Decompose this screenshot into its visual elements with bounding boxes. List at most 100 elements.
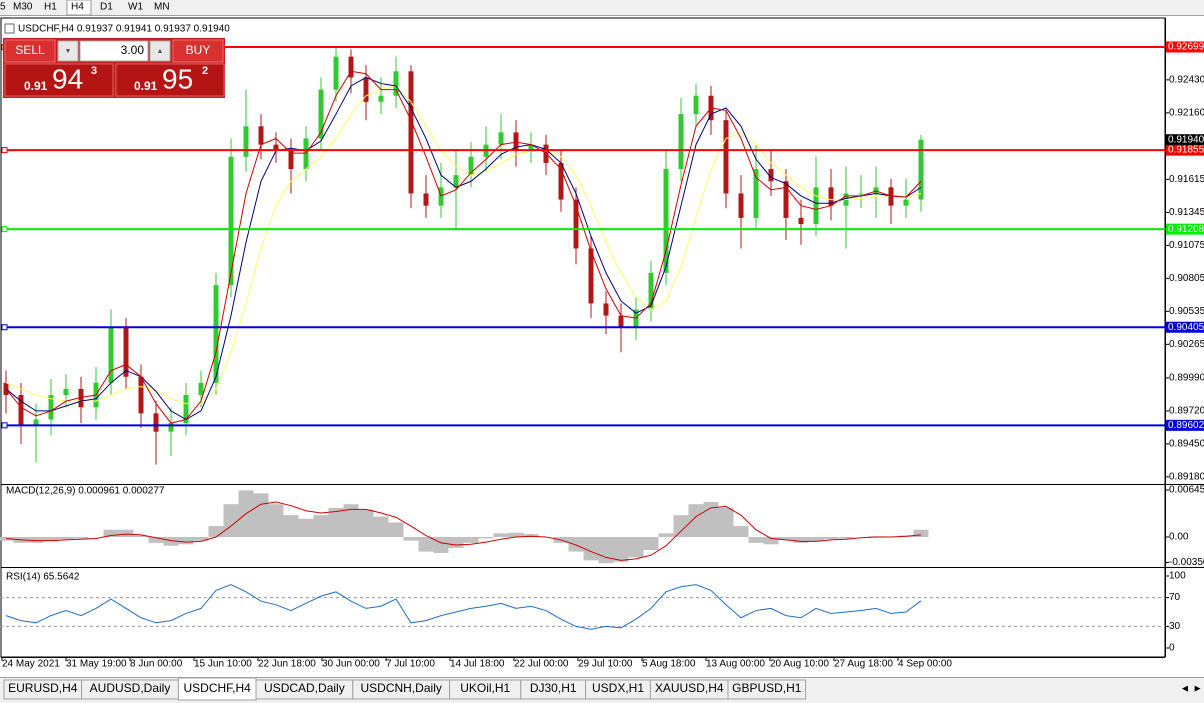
timeframe-button[interactable]: 5 — [0, 2, 6, 13]
buy-price-sup: 2 — [202, 65, 208, 77]
macd-bar — [208, 526, 224, 538]
macd-bar — [673, 515, 689, 538]
candle-body — [603, 303, 609, 316]
volume-input[interactable] — [79, 40, 149, 62]
x-tick-label: 20 Aug 10:00 — [770, 659, 829, 670]
moving-average — [5, 76, 922, 421]
macd-bar — [628, 537, 644, 558]
level-handle[interactable] — [1, 422, 8, 429]
candle-body — [213, 285, 219, 383]
timeframe-button[interactable]: MN — [154, 2, 170, 13]
level-label: 0.90405 — [1168, 322, 1204, 333]
level-handle[interactable] — [1, 147, 8, 154]
candle-body — [168, 423, 174, 432]
y-tick-label: -0.00350 — [1169, 557, 1204, 568]
volume-up[interactable] — [149, 40, 171, 62]
y-tick-label: 0.90805 — [1169, 273, 1204, 284]
candle-body — [108, 327, 114, 383]
candle-body — [558, 162, 564, 200]
sell-price-sup: 3 — [91, 65, 97, 77]
volume-down[interactable] — [57, 40, 79, 62]
timeframe-button[interactable]: H1 — [44, 2, 57, 13]
tab-label: EURUSD,H4 — [8, 681, 78, 695]
candle-body — [588, 248, 594, 304]
macd-bar — [508, 532, 524, 538]
rsi-line — [5, 584, 922, 630]
sell-button[interactable] — [4, 39, 56, 63]
y-tick-label: 0.89990 — [1169, 373, 1204, 384]
macd-bar — [463, 537, 479, 543]
candle-body — [828, 187, 834, 206]
x-tick-label: 14 Jul 18:00 — [450, 659, 505, 670]
macd-bar — [718, 507, 734, 538]
level-label-bg — [1166, 321, 1204, 333]
x-tick-label: 8 Jun 00:00 — [130, 659, 183, 670]
candle-body — [663, 169, 669, 273]
timeframe-active — [66, 0, 92, 16]
candle-body — [753, 169, 759, 218]
y-tick-label: 0.91075 — [1169, 240, 1204, 251]
candle-body — [123, 327, 129, 377]
level-handle[interactable] — [1, 226, 8, 233]
toolbar — [0, 0, 1204, 15]
y-tick-label: 0.89180 — [1169, 472, 1204, 483]
x-tick-label: 4 Sep 00:00 — [898, 659, 952, 670]
candle-body — [633, 309, 639, 328]
x-tick-label: 5 Aug 18:00 — [642, 659, 696, 670]
tab-label: UKOil,H1 — [460, 681, 510, 695]
macd-bar — [133, 535, 149, 538]
y-tick-label: 0.92160 — [1169, 107, 1204, 118]
timeframe-button[interactable]: W1 — [128, 2, 143, 13]
candle-body — [228, 156, 234, 286]
candle-body — [888, 187, 894, 206]
tab-scroll[interactable]: ◄ ► — [1180, 684, 1203, 695]
buy-button[interactable] — [172, 39, 224, 63]
candle-body — [738, 193, 744, 218]
macd-bar — [43, 537, 59, 542]
tab-label: GBPUSD,H1 — [732, 681, 802, 695]
level-label: 0.91208 — [1168, 224, 1204, 235]
candle-body — [618, 315, 624, 328]
macd-bar — [568, 537, 584, 552]
buy-price-prefix: 0.91 — [134, 79, 158, 93]
sell-price-big: 94 — [52, 63, 83, 94]
timeframe-button[interactable]: H4 — [71, 2, 84, 13]
tab-label: XAUUSD,H4 — [655, 681, 724, 695]
candle-body — [153, 413, 159, 432]
macd-bar — [223, 504, 239, 538]
current-price-bg — [1166, 134, 1204, 146]
chart-header: USDCHF,H4 0.91937 0.91941 0.91937 0.9194… — [18, 24, 230, 35]
y-tick-label: 0.91615 — [1169, 174, 1204, 185]
candle-body — [18, 395, 24, 426]
buy-price-big: 95 — [162, 63, 193, 94]
macd-bar — [388, 522, 404, 538]
timeframe-button[interactable]: M30 — [13, 2, 33, 13]
timeframe-button[interactable]: D1 — [100, 2, 113, 13]
x-tick-label: 22 Jun 18:00 — [258, 659, 316, 670]
macd-bar — [913, 529, 929, 538]
macd-bar — [163, 537, 179, 546]
macd-bar — [373, 516, 389, 538]
level-label-bg — [1166, 419, 1204, 431]
level-label-bg — [1166, 41, 1204, 53]
macd-bar — [598, 537, 614, 564]
candle-body — [423, 193, 429, 206]
sell-price-box[interactable] — [4, 63, 114, 97]
y-tick-label: 70 — [1169, 592, 1181, 603]
level-label-bg — [1166, 144, 1204, 156]
sell-price-prefix: 0.91 — [24, 79, 48, 93]
candle-body — [48, 395, 54, 420]
candle-body — [333, 56, 339, 90]
up-arrow: ▲ — [157, 48, 164, 55]
buy-price-box[interactable] — [115, 63, 225, 97]
macd-bar — [28, 537, 44, 543]
level-handle[interactable] — [1, 324, 8, 331]
y-tick-label: 0.006451 — [1169, 485, 1204, 496]
candle-body — [183, 395, 189, 424]
macd-bar — [58, 537, 74, 540]
buy-label: BUY — [186, 43, 211, 57]
tab[interactable] — [727, 679, 807, 700]
level-label: 0.92699 — [1168, 42, 1204, 53]
y-tick-label: 0.90265 — [1169, 339, 1204, 350]
